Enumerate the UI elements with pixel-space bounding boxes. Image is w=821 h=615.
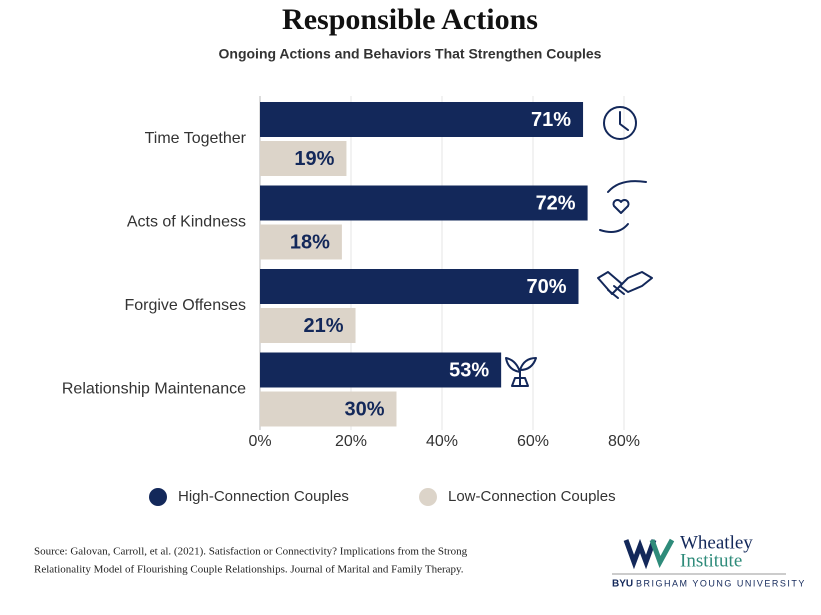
x-tick-label: 40% [426,433,458,450]
legend-label: Low-Connection Couples [448,488,616,505]
value-label: 30% [344,398,384,420]
y-tick-label: Time Together [145,130,247,147]
plant-icon [505,357,537,387]
y-tick-label: Forgive Offenses [124,297,246,314]
y-tick-label: Acts of Kindness [127,214,246,231]
clock-icon [603,106,637,140]
y-tick-label: Relationship Maintenance [62,381,246,398]
logo-mark [623,538,657,570]
value-label: 19% [294,148,334,170]
value-label: 71% [531,109,571,131]
bar [260,102,584,137]
source-line: Source: Galovan, Carroll, et al. (2021).… [34,546,468,558]
bars: Time Together 71% 19% Acts of Kindness 72% 18… [62,102,588,427]
x-tick-label: 80% [608,433,640,450]
x-tick-label: 20% [335,433,367,450]
bar [260,185,588,221]
value-label: 70% [526,276,566,298]
source-line: Relationality Model of Flourishing Coupl… [34,564,464,576]
bar [260,224,342,260]
value-label: 21% [304,315,344,337]
value-label: 18% [290,231,330,253]
bar [260,308,356,343]
bar [260,352,502,388]
logo-byu: BYU [612,579,633,590]
legend-label: High-Connection Couples [178,488,349,505]
bar [260,141,347,176]
legend: High-Connection Couples Low-Connection Co… [149,488,616,506]
legend-swatch [149,488,167,506]
chart-subtitle: Ongoing Actions and Behaviors That Stren… [219,46,602,62]
value-label: 72% [536,192,576,214]
logo-sub: Institute [680,550,742,571]
bar [260,269,579,304]
logo-name: Wheatley [680,532,753,553]
kindness-icon [599,180,647,233]
logo-university: BRIGHAM YOUNG UNIVERSITY [636,578,806,588]
legend-swatch [419,488,437,506]
value-label: 53% [449,359,489,381]
logo-mark [649,538,675,569]
x-tick-label: 0% [248,433,271,450]
handshake-icon [597,271,653,299]
logo: Wheatley Institute BYU BRIGHAM YOUNG UNI… [612,532,806,590]
bar [260,391,397,427]
x-tick-label: 60% [517,433,549,450]
chart-title: Responsible Actions [282,3,538,36]
